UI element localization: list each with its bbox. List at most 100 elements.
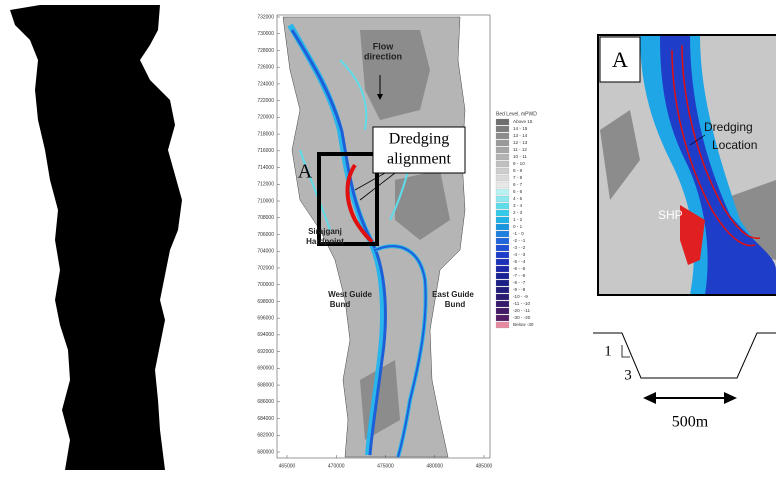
y-tick-label: 728000	[257, 48, 274, 54]
y-tick-label: 720000	[257, 115, 274, 121]
y-tick-label: 718000	[257, 131, 274, 137]
legend-label: -20 - -11	[513, 308, 530, 313]
legend-title: Bed Level, mPWD	[496, 111, 537, 117]
legend-swatch	[496, 182, 509, 188]
legend-swatch	[496, 287, 509, 293]
y-tick-label: 688000	[257, 382, 274, 388]
x-tick-label: 480000	[426, 463, 443, 469]
legend-swatch	[496, 196, 509, 202]
legend-swatch	[496, 259, 509, 265]
y-tick-label: 702000	[257, 265, 274, 271]
legend-swatch	[496, 224, 509, 230]
y-tick-label: 694000	[257, 332, 274, 338]
legend-swatch	[496, 322, 509, 328]
callout-label: alignment	[387, 151, 452, 168]
legend-swatch	[496, 147, 509, 153]
slope-run: 3	[624, 367, 632, 383]
y-tick-label: 714000	[257, 165, 274, 171]
width-label: 500m	[672, 414, 709, 431]
legend-swatch	[496, 294, 509, 300]
legend-label: -30 - -20	[513, 315, 531, 320]
legend-swatch	[496, 231, 509, 237]
flow-label: Flow	[373, 41, 394, 51]
legend-label: 8 - 9	[513, 168, 523, 173]
legend-label: 5 - 6	[513, 189, 523, 194]
east-bund-label: Bund	[445, 300, 466, 309]
legend-swatch	[496, 245, 509, 251]
y-tick-label: 712000	[257, 182, 274, 188]
legend-swatch	[496, 161, 509, 167]
legend-label: -6 - -5	[513, 266, 526, 271]
page: {"map": { "yticks": [732000, 730000, 728…	[0, 0, 776, 479]
legend-swatch	[496, 133, 509, 139]
y-tick-label: 698000	[257, 299, 274, 305]
legend-swatch	[496, 273, 509, 279]
legend-swatch	[496, 154, 509, 160]
legend-swatch	[496, 280, 509, 286]
y-tick-label: 692000	[257, 349, 274, 355]
legend-label: 3 - 4	[513, 203, 523, 208]
y-tick-label: 700000	[257, 282, 274, 288]
cross-section	[593, 333, 776, 378]
legend-swatch	[496, 252, 509, 258]
x-tick-label: 465000	[279, 463, 296, 469]
legend-label: 2 - 3	[513, 210, 523, 215]
y-tick-label: 716000	[257, 148, 274, 154]
y-tick-label: 682000	[257, 433, 274, 439]
x-tick-label: 475000	[377, 463, 394, 469]
legend-label: 0 - 1	[513, 224, 523, 229]
y-tick-label: 730000	[257, 31, 274, 37]
river-silhouette	[10, 5, 182, 470]
slope-triangle	[622, 345, 630, 357]
legend-label: 14 - 15	[513, 126, 528, 131]
y-tick-label: 708000	[257, 215, 274, 221]
east-bund-label: East Guide	[432, 290, 474, 299]
hardpoint-label: Sirajganj	[308, 227, 342, 236]
legend-swatch	[496, 203, 509, 209]
legend-label: 11 - 12	[513, 147, 527, 152]
legend-label: -11 - -10	[513, 301, 530, 306]
y-tick-label: 726000	[257, 65, 274, 71]
legend-label: 6 - 7	[513, 182, 523, 187]
legend-swatch	[496, 175, 509, 181]
legend-swatch	[496, 119, 509, 125]
legend-swatch	[496, 168, 509, 174]
legend-label: 13 - 14	[513, 133, 528, 138]
legend-label: -1 - 0	[513, 231, 524, 236]
legend-label: 12 - 13	[513, 140, 528, 145]
flow-label: direction	[364, 51, 402, 61]
legend-label: -8 - -7	[513, 280, 526, 285]
inset-label: A	[612, 47, 628, 72]
legend-label: Above 15	[513, 119, 533, 124]
y-tick-label: 710000	[257, 198, 274, 204]
legend-label: -7 - -6	[513, 273, 526, 278]
legend-label: -2 - -1	[513, 238, 526, 243]
slope-rise: 1	[604, 343, 612, 359]
legend-label: -4 - -3	[513, 252, 526, 257]
y-tick-label: 706000	[257, 232, 274, 238]
y-tick-label: 704000	[257, 249, 274, 255]
legend-swatch	[496, 301, 509, 307]
legend-swatch	[496, 238, 509, 244]
callout-label: Dredging	[389, 131, 449, 148]
inset-location-label: Location	[712, 138, 757, 152]
inset-location-label: Dredging	[704, 120, 753, 134]
legend-swatch	[496, 315, 509, 321]
figure: Flow direction Dredging alignment A Sira…	[0, 0, 776, 479]
legend-label: Below -30	[513, 322, 534, 327]
west-bund-label: Bund	[330, 300, 351, 309]
legend-swatch	[496, 266, 509, 272]
legend-label: 1 - 2	[513, 217, 523, 222]
x-tick-label: 485000	[476, 463, 493, 469]
legend-swatch	[496, 217, 509, 223]
legend-label: -5 - -4	[513, 259, 526, 264]
x-tick-label: 470000	[328, 463, 345, 469]
legend-label: -10 - -9	[513, 294, 528, 299]
legend-swatch	[496, 210, 509, 216]
legend-label: 10 - 11	[513, 154, 527, 159]
y-tick-label: 684000	[257, 416, 274, 422]
area-label: A	[298, 161, 313, 183]
legend-swatch	[496, 140, 509, 146]
y-tick-label: 696000	[257, 315, 274, 321]
hardpoint-label: Hardpoint	[306, 237, 344, 246]
